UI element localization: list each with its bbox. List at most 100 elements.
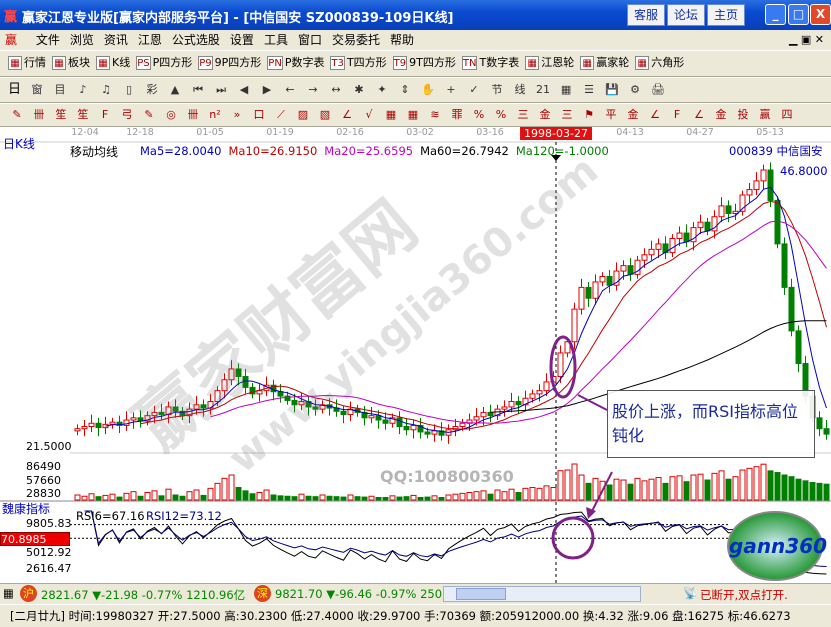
drawing-tool-icon[interactable]: ▦ <box>407 108 419 121</box>
drawing-tool-icon[interactable]: √ <box>365 108 373 121</box>
drawing-tool-icon[interactable]: » <box>233 108 241 121</box>
drawing-tool-icon[interactable]: ≋ <box>430 108 440 121</box>
toolbar-button[interactable]: P9 9P四方形 <box>198 51 261 75</box>
drawing-tool-icon[interactable]: 三 <box>517 108 529 121</box>
toolbar-button[interactable]: PN P数字表 <box>267 51 324 75</box>
scrollbar-thumb[interactable] <box>456 588 506 600</box>
tool-icon[interactable]: ▯ <box>125 83 133 96</box>
menu-item[interactable]: 资讯 <box>103 33 128 47</box>
drawing-tool-icon[interactable]: ⚑ <box>584 108 594 121</box>
tool-icon[interactable]: ⏭ <box>216 83 226 96</box>
toolbar-button[interactable]: ▦ 赢家轮 <box>580 51 629 75</box>
drawing-tool-icon[interactable]: 弓 <box>121 108 133 121</box>
close-button[interactable]: X <box>810 4 831 25</box>
tool-icon[interactable]: ▶ <box>262 83 272 96</box>
drawing-tool-icon[interactable]: 卌 <box>187 108 199 121</box>
tool-icon[interactable]: ✋ <box>421 83 435 96</box>
forum-button[interactable]: 论坛 <box>667 4 705 26</box>
tool-icon[interactable]: ▲ <box>170 83 180 96</box>
menu-item[interactable]: 窗口 <box>297 33 322 47</box>
tool-icon[interactable]: ⇕ <box>400 83 410 96</box>
tool-icon[interactable]: ☰ <box>584 83 594 96</box>
tool-icon[interactable]: 21 <box>536 83 551 96</box>
drawing-tool-icon[interactable]: 笙 <box>55 108 67 121</box>
tool-icon[interactable]: 节 <box>491 83 503 96</box>
tool-icon[interactable]: 窗 <box>31 83 43 96</box>
toolbar-button[interactable]: T3 T四方形 <box>330 51 387 75</box>
menu-item[interactable]: 江恩 <box>137 33 162 47</box>
tool-icon[interactable]: ← <box>285 83 295 96</box>
menu-item[interactable]: 文件 <box>35 33 60 47</box>
tool-icon[interactable]: ▦ <box>560 83 572 96</box>
toolbar-button[interactable]: ▦ 板块 <box>52 51 90 75</box>
toolbar-button[interactable]: TN T数字表 <box>461 51 519 75</box>
toolbar-button[interactable]: ▦ K线 <box>96 51 130 75</box>
tool-icon[interactable]: ✦ <box>377 83 387 96</box>
toolbar-button[interactable]: ▦ 六角形 <box>635 51 684 75</box>
drawing-tool-icon[interactable]: ✎ <box>12 108 22 121</box>
drawing-tool-icon[interactable]: 卌 <box>33 108 45 121</box>
drawing-tool-icon[interactable]: ✎ <box>144 108 154 121</box>
chart-area[interactable]: 日K线 移动均线 Ma5=28.0040 Ma10=26.9150 Ma20=25.… <box>0 127 831 583</box>
drawing-tool-icon[interactable]: 罪 <box>451 108 463 121</box>
tool-icon[interactable]: ✱ <box>354 83 364 96</box>
menu-item[interactable]: 设置 <box>229 33 254 47</box>
drawing-tool-icon[interactable]: 投 <box>737 108 749 121</box>
tool-icon[interactable]: ✓ <box>469 83 479 96</box>
drawing-tool-icon[interactable]: ⟋ <box>277 108 285 121</box>
maximize-button[interactable]: □ <box>788 4 809 25</box>
tool-icon[interactable]: ♫ <box>101 83 111 96</box>
drawing-tool-icon[interactable]: % <box>495 108 507 121</box>
tool-icon[interactable]: → <box>308 83 318 96</box>
drawing-tool-icon[interactable]: F <box>673 108 681 121</box>
drawing-tool-icon[interactable]: 平 <box>605 108 617 121</box>
menu-item[interactable]: 公式选股 <box>171 33 220 47</box>
tool-icon[interactable]: ↔ <box>331 83 341 96</box>
drawing-tool-icon[interactable]: ▦ <box>385 108 397 121</box>
drawing-tool-icon[interactable]: ∠ <box>694 108 704 121</box>
toolbar-button[interactable]: ▦ 江恩轮 <box>525 51 574 75</box>
drawing-tool-icon[interactable]: ◎ <box>166 108 176 121</box>
tool-icon[interactable]: ♪ <box>79 83 87 96</box>
drawing-tool-icon[interactable]: ▨ <box>297 108 309 121</box>
drawing-tool-icon[interactable]: % <box>473 108 485 121</box>
connection-status[interactable]: 已断开,双点打开. <box>700 588 788 602</box>
home-button[interactable]: 主页 <box>707 4 745 26</box>
drawing-tool-icon[interactable]: 四 <box>781 108 793 121</box>
drawing-tool-icon[interactable]: ▧ <box>319 108 331 121</box>
drawing-tool-icon[interactable]: 金 <box>627 108 639 121</box>
menu-item[interactable]: 浏览 <box>69 33 94 47</box>
tool-icon[interactable]: 💾 <box>605 83 619 96</box>
drawing-tool-icon[interactable]: 金 <box>715 108 727 121</box>
drawing-tool-icon[interactable]: ∠ <box>342 108 352 121</box>
calendar-icon[interactable]: ▦ <box>3 586 14 600</box>
tool-icon[interactable]: 🖨 <box>651 83 665 96</box>
kline-chart[interactable] <box>0 127 831 583</box>
drawing-tool-icon[interactable]: ∠ <box>650 108 660 121</box>
tool-icon[interactable]: 线 <box>514 83 526 96</box>
mdi-controls[interactable]: ▁ ▣ ✕ <box>788 33 824 46</box>
tool-icon[interactable]: ⚙ <box>630 83 640 96</box>
drawing-tool-icon[interactable]: 金 <box>539 108 551 121</box>
tool-icon[interactable]: ⏮ <box>193 83 203 96</box>
menu-item[interactable]: 帮助 <box>389 33 414 47</box>
drawing-tool-icon[interactable]: 口 <box>253 108 265 121</box>
service-button[interactable]: 客服 <box>627 4 665 26</box>
tool-icon[interactable]: 目 <box>54 83 66 96</box>
drawing-tool-icon[interactable]: F <box>101 108 109 121</box>
menu-item[interactable]: 交易委托 <box>331 33 380 47</box>
drawing-tool-icon[interactable]: 笙 <box>77 108 89 121</box>
drawing-tool-icon[interactable]: n² <box>209 108 221 121</box>
tool-icon[interactable]: ◀ <box>239 83 249 96</box>
toolbar-button[interactable]: T9 9T四方形 <box>392 51 456 75</box>
toolbar-button[interactable]: ▦ 行情 <box>8 51 46 75</box>
tool-icon[interactable]: + <box>446 83 456 96</box>
drawing-tool-icon[interactable]: 三 <box>561 108 573 121</box>
period-dropdown[interactable]: 日 <box>8 82 22 97</box>
toolbar-button[interactable]: PS P四方形 <box>136 51 192 75</box>
tool-icon[interactable]: 彩 <box>146 83 158 96</box>
drawing-tool-icon[interactable]: 赢 <box>759 108 771 121</box>
minimize-button[interactable]: _ <box>765 4 786 25</box>
menu-item[interactable]: 工具 <box>263 33 288 47</box>
horizontal-scrollbar[interactable] <box>443 586 641 602</box>
